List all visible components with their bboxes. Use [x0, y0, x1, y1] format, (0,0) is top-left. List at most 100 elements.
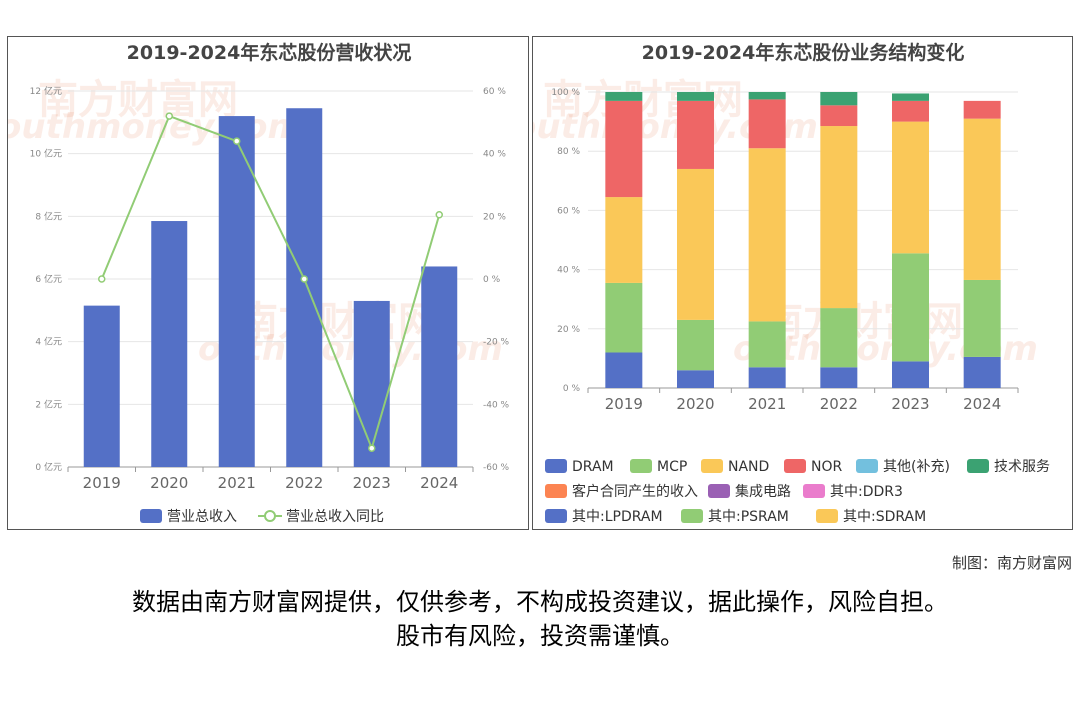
- legend-label: 集成电路: [735, 483, 791, 500]
- yoy-point: [368, 444, 376, 452]
- revenue-bar: [353, 300, 390, 467]
- y-tick-label: 40 %: [557, 266, 580, 276]
- legend-label: 营业总收入同比: [286, 509, 384, 525]
- legend-swatch: [784, 459, 806, 473]
- stacked-segment: [748, 99, 786, 149]
- y2-tick-label: 0 %: [483, 275, 501, 285]
- revenue-bar: [151, 221, 188, 467]
- revenue-bar: [421, 266, 458, 467]
- stacked-segment: [677, 168, 714, 320]
- x-tick-label: 2022: [285, 474, 323, 492]
- revenue-chart-panel: 南方财富网 outhmoney.com 南方财富网 outhmoney.com …: [7, 36, 529, 530]
- legend-swatch: [967, 459, 989, 473]
- stacked-segment: [820, 92, 858, 106]
- legend-swatch: [816, 509, 838, 523]
- yoy-point: [300, 275, 308, 283]
- y-tick-label: 20 %: [557, 325, 580, 335]
- stacked-segment: [748, 148, 786, 322]
- legend-label: NOR: [811, 459, 842, 475]
- stacked-segment: [677, 319, 714, 371]
- stacked-segment: [963, 356, 1001, 388]
- disclaimer-line-2: 股市有风险，投资需谨慎。: [396, 622, 684, 650]
- business-structure-chart: 2019-2024年东芯股份业务结构变化 0 % 20 % 40 % 60 % 80 % 1…: [545, 41, 1050, 525]
- legend-label: 技术服务: [994, 459, 1050, 475]
- yoy-point: [435, 211, 443, 219]
- legend-swatch: [856, 459, 878, 473]
- legend-label: 其中:DDR3: [830, 484, 903, 500]
- stacked-segment: [892, 121, 929, 254]
- revenue-bar: [218, 116, 255, 468]
- stacked-segment: [892, 253, 929, 362]
- legend-swatch: [803, 484, 825, 498]
- stacked-segment: [892, 100, 929, 122]
- legend-swatch: [681, 509, 703, 523]
- legend-label: MCP: [657, 459, 687, 475]
- yoy-point: [165, 112, 173, 120]
- x-tick-label: 2022: [820, 395, 858, 413]
- revenue-chart: 2019-2024年东芯股份营收状况 0 亿元 2 亿元 4 亿元 6 亿元 8 亿元 10…: [30, 41, 510, 525]
- stacked-segment: [820, 308, 858, 368]
- y2-tick-label: 60 %: [483, 87, 506, 97]
- stacked-segment: [963, 100, 1001, 119]
- y-tick-label: 12 亿元: [30, 85, 62, 97]
- business-structure-chart-panel: 南方财富网 outhmoney.com 南方财富网 outhmoney.com …: [532, 36, 1073, 530]
- y-tick-label: 6 亿元: [35, 273, 62, 285]
- revenue-bar: [286, 108, 323, 467]
- x-tick-label: 2023: [353, 474, 391, 492]
- revenue-bar: [83, 305, 120, 467]
- stacked-segment: [963, 118, 1001, 280]
- x-tick-label: 2020: [150, 474, 188, 492]
- legend-label: 营业总收入: [167, 509, 237, 525]
- chart-credit: 制图：南方财富网: [951, 554, 1072, 572]
- x-tick-label: 2024: [963, 395, 1001, 413]
- stacked-segment: [963, 279, 1001, 357]
- chart-title: 2019-2024年东芯股份业务结构变化: [642, 41, 965, 64]
- y2-tick-label: -60 %: [483, 463, 510, 473]
- legend-swatch-revenue: [140, 509, 162, 523]
- stacked-segment: [892, 361, 929, 388]
- stacked-segment: [820, 367, 858, 388]
- y-tick-label: 0 亿元: [35, 461, 62, 473]
- y-tick-label: 80 %: [557, 147, 580, 157]
- y-tick-label: 100 %: [551, 88, 580, 98]
- legend-label: 其他(补充): [883, 459, 950, 475]
- stacked-segment: [677, 370, 714, 388]
- stacked-segment: [605, 197, 643, 283]
- stacked-segment: [605, 100, 643, 198]
- legend-swatch: [545, 509, 567, 523]
- stacked-segment: [605, 282, 643, 353]
- stacked-segment: [820, 126, 858, 309]
- legend-label: NAND: [728, 459, 769, 475]
- y-tick-label: 8 亿元: [35, 210, 62, 222]
- legend-swatch: [545, 459, 567, 473]
- x-tick-label: 2021: [748, 395, 786, 413]
- stacked-segment: [748, 367, 786, 388]
- y2-tick-label: -20 %: [483, 338, 510, 348]
- disclaimer-line-1: 数据由南方财富网提供，仅供参考，不构成投资建议，据此操作，风险自担。: [132, 588, 948, 616]
- legend-swatch: [630, 459, 652, 473]
- stacked-segment: [677, 100, 714, 169]
- y-tick-label: 4 亿元: [35, 336, 62, 348]
- legend-swatch: [701, 459, 723, 473]
- legend-swatch: [708, 484, 730, 498]
- yoy-line: [100, 114, 441, 452]
- stacked-segment: [820, 105, 858, 127]
- y-tick-label: 10 亿元: [30, 148, 62, 160]
- y-tick-label: 2 亿元: [35, 398, 62, 410]
- x-tick-label: 2019: [83, 474, 121, 492]
- stacked-segment: [677, 92, 714, 101]
- yoy-point: [98, 275, 106, 283]
- stacked-segment: [748, 92, 786, 100]
- x-tick-label: 2020: [676, 395, 714, 413]
- y2-tick-label: 20 %: [483, 212, 506, 222]
- y-tick-label: 0 %: [563, 384, 581, 394]
- legend-label: 其中:PSRAM: [708, 509, 789, 525]
- yoy-point: [233, 137, 241, 145]
- y-tick-label: 60 %: [557, 206, 580, 216]
- legend-label: DRAM: [572, 459, 614, 475]
- x-tick-label: 2019: [605, 395, 643, 413]
- stacked-segment: [748, 321, 786, 368]
- y2-tick-label: -40 %: [483, 400, 510, 410]
- legend-label: 客户合同产生的收入: [572, 483, 698, 500]
- legend-label: 其中:SDRAM: [843, 509, 926, 525]
